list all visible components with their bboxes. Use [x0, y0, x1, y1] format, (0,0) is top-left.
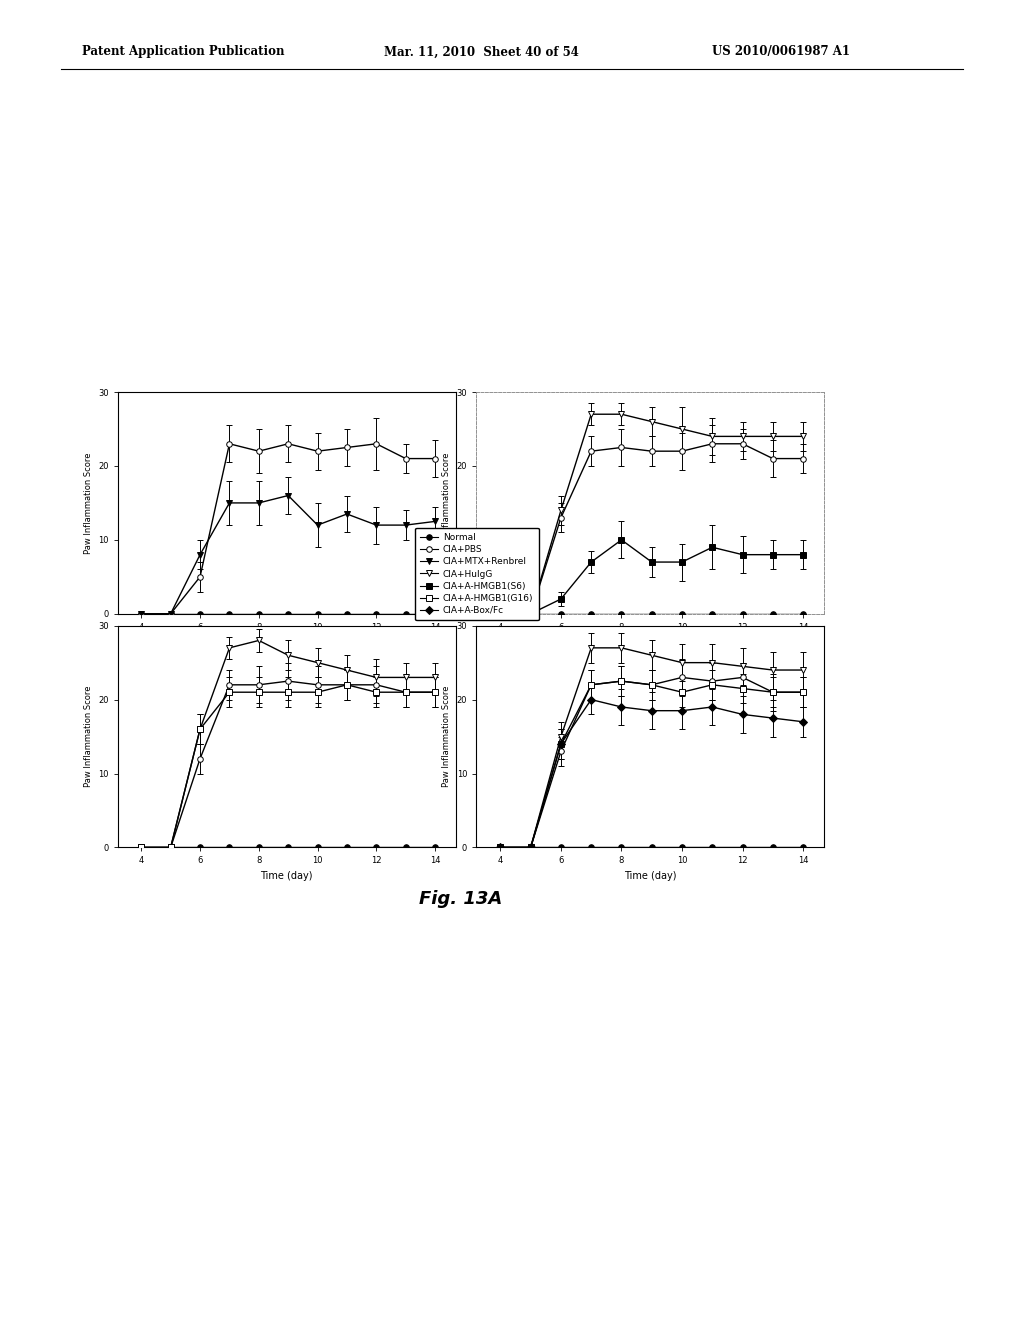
- X-axis label: Time (day): Time (day): [624, 871, 677, 880]
- Legend: Normal, CIA+PBS, CIA+MTX+Renbrel, CIA+HuIgG, CIA+A-HMGB1(S6), CIA+A-HMGB1(G16), : Normal, CIA+PBS, CIA+MTX+Renbrel, CIA+Hu…: [415, 528, 539, 620]
- Y-axis label: Paw Inflammation Score: Paw Inflammation Score: [84, 453, 92, 553]
- Text: Fig. 13A: Fig. 13A: [419, 890, 503, 908]
- Y-axis label: Paw Inflammation Score: Paw Inflammation Score: [84, 686, 92, 787]
- Y-axis label: Paw Inflammation Score: Paw Inflammation Score: [442, 686, 451, 787]
- X-axis label: Time (day): Time (day): [260, 638, 313, 647]
- Text: Mar. 11, 2010  Sheet 40 of 54: Mar. 11, 2010 Sheet 40 of 54: [384, 45, 579, 58]
- Y-axis label: Paw Inflammation Score: Paw Inflammation Score: [442, 453, 451, 553]
- X-axis label: Time (day): Time (day): [260, 871, 313, 880]
- X-axis label: Time (day): Time (day): [624, 638, 677, 647]
- Text: Patent Application Publication: Patent Application Publication: [82, 45, 285, 58]
- Text: US 2010/0061987 A1: US 2010/0061987 A1: [712, 45, 850, 58]
